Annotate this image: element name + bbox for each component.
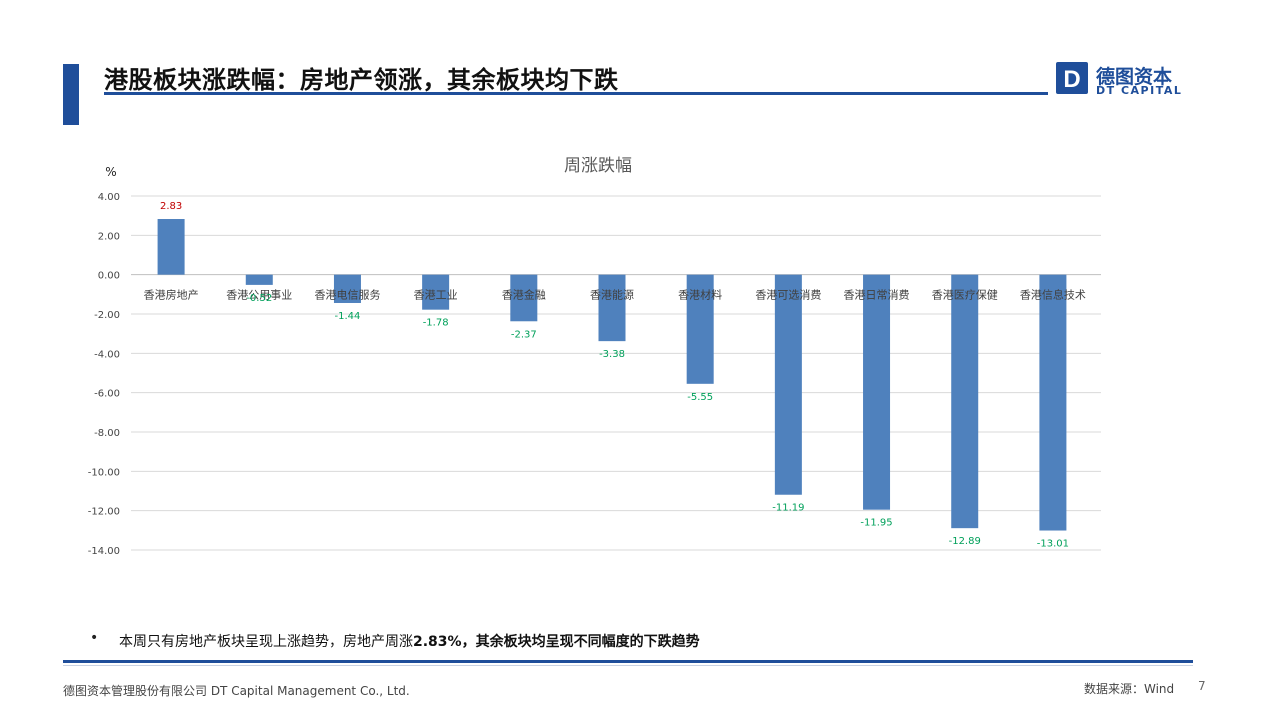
title-underline: [104, 92, 1048, 95]
bar: [774, 274, 802, 495]
y-axis-unit-label: %: [105, 165, 116, 179]
bar: [422, 274, 450, 310]
data-label: -3.38: [599, 349, 625, 360]
logo-letter: D: [1063, 66, 1080, 93]
company-footer: 德图资本管理股份有限公司 DT Capital Management Co., …: [63, 684, 410, 698]
data-source: 数据来源：Wind: [1084, 682, 1175, 696]
y-tick-label: 4.00: [98, 192, 120, 203]
category-label: 香港日常消费: [844, 288, 910, 302]
y-tick-label: -2.00: [94, 310, 120, 321]
summary-bullet: 本周只有房地产板块呈现上涨趋势，房地产周涨2.83%，其余板块均呈现不同幅度的下…: [119, 631, 700, 651]
summary-text: 本周只有房地产板块呈现上涨趋势，房地产周涨: [119, 634, 413, 650]
bar: [333, 274, 361, 303]
weekly-change-bar-chart: 周涨跌幅 % 4.00 2.00 0.00 -2.00 -4.00 -6.00 -8.00 -…: [88, 156, 1101, 557]
title-accent-bar: [63, 64, 79, 125]
data-label: -2.37: [511, 329, 537, 340]
logo-name-cn: 德图资本: [1096, 66, 1173, 88]
bar: [598, 274, 626, 342]
bar: [245, 274, 273, 285]
data-label: -5.55: [687, 392, 713, 403]
dt-logo-icon: D: [1056, 62, 1088, 94]
category-label: 香港公用事业: [226, 289, 292, 302]
category-label: 香港电信服务: [314, 289, 380, 302]
summary-emphasis: 2.83%，其余板块均呈现不同幅度的下跌趋势: [413, 634, 700, 650]
category-label: 香港信息技术: [1020, 288, 1086, 302]
category-label: 香港金融: [502, 288, 546, 302]
bar: [863, 274, 891, 510]
category-label: 香港可选消费: [755, 288, 821, 302]
bar: [686, 274, 714, 384]
page-number: 7: [1198, 679, 1206, 693]
data-label: -11.95: [860, 518, 892, 529]
bar: [157, 219, 185, 275]
category-label: 香港工业: [414, 289, 458, 302]
page-title: 港股板块涨跌幅：房地产领涨，其余板块均下跌: [104, 66, 619, 94]
data-label: -11.19: [772, 503, 804, 514]
footer-rule-thin: [63, 665, 1193, 666]
data-label: 2.83: [160, 201, 182, 212]
bar: [951, 274, 979, 529]
bar: [510, 274, 538, 322]
data-label: -13.01: [1037, 539, 1069, 550]
data-label: -1.44: [335, 311, 361, 322]
y-tick-label: -10.00: [88, 467, 120, 478]
data-label: -1.78: [423, 318, 449, 329]
footer-rule: [63, 660, 1193, 663]
category-label: 香港房地产: [144, 288, 199, 302]
category-label: 香港医疗保健: [932, 288, 998, 302]
y-tick-label: -6.00: [94, 389, 120, 400]
y-tick-label: 0.00: [98, 271, 120, 282]
y-tick-label: -8.00: [94, 428, 120, 439]
y-tick-label: 2.00: [98, 231, 120, 242]
data-label: -12.89: [949, 536, 981, 547]
category-label: 香港材料: [678, 288, 722, 302]
chart-title: 周涨跌幅: [564, 156, 632, 176]
logo-name-en: DT CAPITAL: [1096, 84, 1183, 97]
bullet-icon: •: [90, 630, 99, 646]
y-tick-label: -12.00: [88, 507, 120, 518]
data-label: -0.52: [246, 293, 272, 304]
y-tick-label: -14.00: [88, 546, 120, 557]
y-tick-label: -4.00: [94, 349, 120, 360]
bar: [1039, 274, 1067, 531]
category-label: 香港能源: [590, 288, 634, 302]
